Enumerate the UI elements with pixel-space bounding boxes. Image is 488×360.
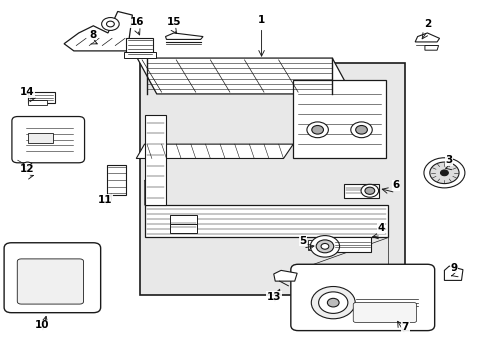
Bar xyxy=(170,224,197,233)
Circle shape xyxy=(429,162,458,184)
Text: 7: 7 xyxy=(401,322,408,332)
Circle shape xyxy=(350,122,371,138)
Circle shape xyxy=(311,126,323,134)
Circle shape xyxy=(355,126,366,134)
Text: 14: 14 xyxy=(20,87,35,97)
Polygon shape xyxy=(136,144,293,158)
FancyBboxPatch shape xyxy=(352,303,416,322)
Text: 8: 8 xyxy=(89,30,97,40)
Text: 13: 13 xyxy=(266,292,281,302)
Polygon shape xyxy=(273,270,297,281)
Text: 9: 9 xyxy=(449,263,457,273)
Text: 12: 12 xyxy=(20,164,35,174)
Text: 5: 5 xyxy=(299,236,306,246)
Text: 10: 10 xyxy=(35,320,49,330)
Bar xyxy=(140,63,405,295)
Circle shape xyxy=(22,162,32,169)
Polygon shape xyxy=(137,58,351,94)
Circle shape xyxy=(318,292,347,314)
Circle shape xyxy=(364,187,374,194)
Circle shape xyxy=(106,21,114,27)
FancyBboxPatch shape xyxy=(12,117,84,163)
Circle shape xyxy=(310,235,339,257)
Circle shape xyxy=(321,243,328,249)
Circle shape xyxy=(423,158,464,188)
Circle shape xyxy=(360,184,378,197)
Text: 16: 16 xyxy=(130,17,144,27)
FancyBboxPatch shape xyxy=(290,264,434,330)
FancyBboxPatch shape xyxy=(4,243,101,313)
Polygon shape xyxy=(444,266,462,280)
Text: 11: 11 xyxy=(98,195,113,205)
Polygon shape xyxy=(144,180,161,205)
Bar xyxy=(308,240,326,250)
Bar xyxy=(28,133,53,143)
Circle shape xyxy=(306,122,328,138)
Polygon shape xyxy=(293,80,385,158)
Text: 6: 6 xyxy=(391,180,399,190)
Bar xyxy=(126,38,153,55)
Polygon shape xyxy=(293,237,387,271)
Bar xyxy=(107,165,126,195)
Text: 3: 3 xyxy=(445,155,452,165)
Text: 15: 15 xyxy=(166,17,181,27)
FancyBboxPatch shape xyxy=(17,259,83,304)
Polygon shape xyxy=(144,116,166,205)
Circle shape xyxy=(316,240,333,253)
Text: 1: 1 xyxy=(257,15,264,26)
Bar xyxy=(343,184,378,198)
Circle shape xyxy=(440,170,447,176)
Bar xyxy=(123,52,155,58)
Circle shape xyxy=(327,298,338,307)
Bar xyxy=(170,215,197,228)
Polygon shape xyxy=(424,45,438,50)
Circle shape xyxy=(311,287,354,319)
Bar xyxy=(27,100,47,105)
Polygon shape xyxy=(144,205,387,237)
Polygon shape xyxy=(64,12,132,51)
Polygon shape xyxy=(414,33,439,42)
Circle shape xyxy=(102,18,119,31)
Polygon shape xyxy=(165,33,203,40)
Bar xyxy=(331,237,370,252)
Text: 2: 2 xyxy=(423,19,430,29)
Text: 4: 4 xyxy=(377,224,384,233)
Bar xyxy=(28,92,55,103)
